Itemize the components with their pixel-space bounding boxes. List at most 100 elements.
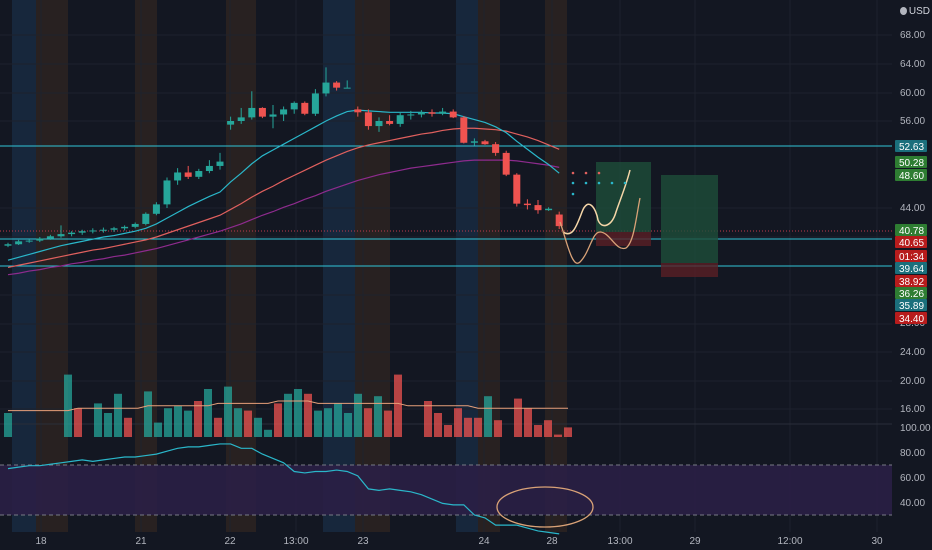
freehand-drawings[interactable] [496,169,641,528]
grid-lines [0,0,892,532]
volume-bar [344,413,352,437]
time-tick-label: 13:00 [283,536,308,547]
volume-bar [444,425,452,437]
volume-bar [544,420,552,437]
candle-body [417,112,425,115]
ema-slow-line [7,159,560,276]
volume-bar [264,429,272,437]
price-badge-label: 39.64 [899,264,924,275]
candle-body [184,172,192,177]
volume-bar [494,420,502,437]
volume-bar [554,434,562,437]
volume-bar [384,410,392,437]
rsi-tick-label: 80.00 [900,448,925,459]
candle-body [227,121,235,125]
forecast-dot [597,171,601,175]
price-tick-label: 68.00 [900,30,925,41]
price-badge-label: 38.92 [899,277,924,288]
candle-body [248,107,256,118]
forecast-dot [610,181,614,185]
volume-bars [4,374,572,437]
candles [4,67,563,248]
time-tick-label: 21 [135,536,147,547]
volume-bar [164,408,172,437]
candle-body [333,82,341,88]
long-stop-zone-2 [661,263,718,277]
price-tick-label: 24.00 [900,347,925,358]
candle-body [386,121,394,124]
candle-body [195,171,203,177]
candle-body [375,121,383,127]
volume-bar [184,410,192,437]
candle-body [364,112,372,127]
rsi-line [7,443,560,535]
rsi-band [0,464,892,516]
candle-body [534,205,542,211]
long-stop-zone [596,232,651,246]
drawing-path-orange [559,197,641,264]
forecast-dot [623,181,627,185]
candle-body [4,244,12,246]
price-badge [895,299,927,311]
candle-body [407,114,415,116]
price-badge [895,250,927,262]
volume-bar [304,393,312,437]
candle-body [439,111,447,114]
candle-body [555,214,563,227]
time-tick-label: 29 [689,536,701,547]
volume-bar [464,417,472,437]
volume-bar [434,413,442,437]
price-tick-label: 44.00 [900,203,925,214]
price-badge [895,312,927,324]
volume-bar [454,408,462,437]
volume-bar [374,396,382,437]
candle-body [121,226,129,229]
rsi-pane [7,443,560,535]
candle-body [174,172,182,181]
candle-body [513,174,521,204]
volume-bar [74,408,82,437]
price-badge-label: 36.26 [899,289,924,300]
price-tick-label: 56.00 [900,116,925,127]
volume-bar [394,374,402,437]
candle-body [36,238,44,241]
price-badge-label: 50.28 [899,158,924,169]
price-badge [895,262,927,274]
rsi-tick-label: 100.00 [900,423,931,434]
candle-body [492,144,500,153]
position-boxes[interactable] [596,162,718,277]
candle-body [449,111,457,118]
time-tick-label: 24 [478,536,490,547]
volume-bar [234,408,242,437]
volume-bar [524,408,532,437]
candle-body [396,115,404,124]
price-badge-label: 48.60 [899,171,924,182]
time-tick-label: 30 [871,536,883,547]
price-badge-label: 35.89 [899,301,924,312]
candle-body [163,180,171,205]
ema-fast-line [7,109,560,261]
volume-bar [194,401,202,437]
forecast-dot [584,181,588,185]
price-tick-label: 60.00 [900,88,925,99]
volume-bar [214,417,222,437]
long-profit-zone-2 [661,175,718,263]
candle-body [269,114,277,117]
candle-body [301,102,309,114]
currency-selector[interactable]: USD [900,4,930,18]
volume-bar [124,417,132,437]
time-tick-label: 28 [546,536,558,547]
price-tick-label: 20.00 [900,376,925,387]
price-badge [895,287,927,299]
candle-body [523,203,531,206]
rsi-tick-label: 40.00 [900,498,925,509]
candle-body [89,230,97,232]
price-badge [895,140,927,152]
volume-bar [514,398,522,437]
candle-body [99,229,107,231]
time-axis[interactable]: 18 21 22 13:00 23 24 28 13:00 29 12:00 30 [35,536,883,547]
volume-bar [534,425,542,437]
candle-body [481,141,489,145]
volume-bar [224,386,232,437]
